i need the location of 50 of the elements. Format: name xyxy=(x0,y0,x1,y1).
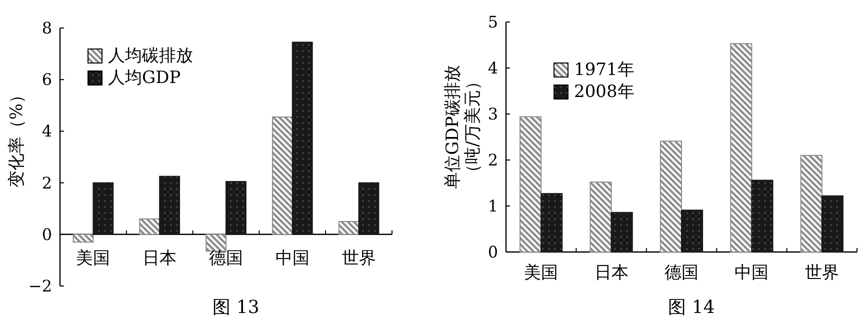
legend-label: 人均GDP xyxy=(108,68,181,88)
y-tick-label: 0 xyxy=(42,224,52,244)
y-tick-label: 4 xyxy=(42,122,52,141)
bar xyxy=(590,182,612,252)
bar xyxy=(681,210,704,252)
y-tick-label: 1 xyxy=(488,196,498,216)
y-tick-label: 3 xyxy=(488,104,498,124)
y-tick-label: 2 xyxy=(42,173,52,192)
y-tick-label: −2 xyxy=(28,276,52,296)
bar xyxy=(139,218,160,235)
bar xyxy=(730,43,752,252)
x-tick-label: 日本 xyxy=(142,248,177,268)
text: 图 14 xyxy=(668,297,715,318)
y-axis-title: 变化率（%） xyxy=(7,86,27,188)
bar xyxy=(206,234,226,252)
x-tick-label: 世界 xyxy=(342,248,376,268)
bar xyxy=(226,181,246,235)
bar xyxy=(821,195,844,252)
bar xyxy=(159,176,180,235)
bar xyxy=(272,116,293,235)
bar xyxy=(72,234,94,243)
text: 图 13 xyxy=(212,297,260,318)
bar xyxy=(92,182,114,235)
bar xyxy=(358,182,380,235)
y-tick-label: 8 xyxy=(42,18,52,38)
x-tick-label: 德国 xyxy=(664,263,698,283)
y-tick-label: 2 xyxy=(488,150,498,170)
y-tick-label: 5 xyxy=(488,12,498,32)
x-tick-label: 美国 xyxy=(524,263,558,283)
bar xyxy=(338,221,360,235)
bar xyxy=(540,193,563,252)
y-axis-title: 单位GDP碳排放（吨/万美元） xyxy=(443,65,483,189)
legend-label: 2008年 xyxy=(574,82,634,102)
x-tick-label: 世界 xyxy=(804,263,839,283)
y-tick-label: 4 xyxy=(488,58,498,78)
y-tick-label: 0 xyxy=(488,242,498,262)
bar xyxy=(751,180,774,252)
legend-label: 1971年 xyxy=(574,60,634,80)
x-tick-label: 德国 xyxy=(209,248,243,268)
bar xyxy=(800,154,822,252)
x-tick-label: 日本 xyxy=(594,263,628,283)
x-tick-label: 美国 xyxy=(76,248,110,268)
legend-label: 人均碳排放 xyxy=(108,46,193,66)
y-tick-label: 6 xyxy=(42,70,52,90)
bar xyxy=(520,116,542,252)
x-tick-label: 中国 xyxy=(734,263,769,283)
bar xyxy=(660,140,682,252)
x-tick-label: 中国 xyxy=(275,248,310,268)
bar xyxy=(292,42,313,235)
bar xyxy=(610,212,633,252)
